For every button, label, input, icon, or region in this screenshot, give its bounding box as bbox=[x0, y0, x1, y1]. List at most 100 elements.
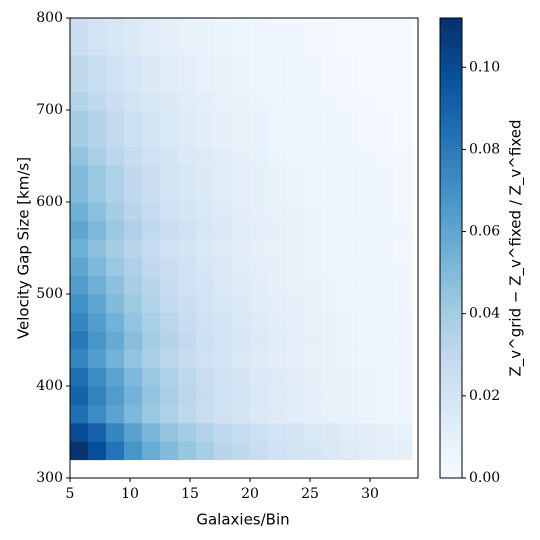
heatmap-cell bbox=[214, 422, 233, 442]
heatmap-cell bbox=[376, 422, 395, 442]
heatmap-cell bbox=[286, 441, 305, 461]
heatmap-cell bbox=[124, 36, 143, 56]
heatmap-cell bbox=[70, 165, 89, 185]
heatmap-cell bbox=[322, 257, 341, 277]
colorbar-swatch bbox=[440, 60, 462, 65]
heatmap-cell bbox=[358, 54, 377, 74]
heatmap-cell bbox=[88, 238, 107, 258]
heatmap-cell bbox=[304, 128, 323, 148]
heatmap-cell bbox=[232, 220, 251, 240]
heatmap-cell bbox=[232, 110, 251, 129]
heatmap-cell bbox=[358, 91, 377, 111]
heatmap-cell bbox=[70, 128, 89, 148]
colorbar-swatch bbox=[440, 282, 462, 287]
heatmap-cell bbox=[196, 330, 215, 350]
heatmap-cell bbox=[232, 36, 251, 56]
heatmap-cell bbox=[394, 367, 413, 387]
colorbar-swatch bbox=[440, 175, 462, 180]
colorbar-swatch bbox=[440, 163, 462, 169]
heatmap-cell bbox=[70, 146, 89, 166]
heatmap-cell bbox=[142, 349, 161, 369]
heatmap-cell bbox=[340, 294, 359, 313]
heatmap-cell bbox=[268, 183, 287, 203]
heatmap-cell bbox=[250, 146, 269, 166]
heatmap-cell bbox=[250, 386, 269, 405]
heatmap-cell bbox=[322, 36, 341, 56]
heatmap-cell bbox=[286, 110, 305, 129]
heatmap-cell bbox=[196, 367, 215, 387]
heatmap-cell bbox=[286, 404, 305, 424]
colorbar-swatch bbox=[440, 25, 462, 31]
colorbar-swatch bbox=[440, 274, 462, 280]
heatmap-cell bbox=[286, 91, 305, 111]
colorbar-swatch bbox=[440, 41, 462, 46]
colorbar-swatch bbox=[440, 409, 462, 414]
y-tick-label: 800 bbox=[36, 10, 63, 26]
heatmap-cell bbox=[88, 91, 107, 111]
heatmap-cell bbox=[394, 386, 413, 405]
heatmap-cell bbox=[376, 386, 395, 405]
heatmap-cell bbox=[304, 349, 323, 369]
heatmap-cell bbox=[196, 73, 215, 93]
colorbar-swatch bbox=[440, 416, 462, 422]
heatmap-cell bbox=[160, 275, 179, 295]
heatmap-cell bbox=[250, 330, 269, 350]
heatmap-cell bbox=[214, 238, 233, 258]
heatmap-cell bbox=[160, 349, 179, 369]
colorbar-swatch bbox=[440, 439, 462, 445]
colorbar-swatch bbox=[440, 198, 462, 203]
heatmap-cell bbox=[250, 220, 269, 240]
heatmap-cell bbox=[142, 367, 161, 387]
colorbar-swatch bbox=[440, 56, 462, 61]
heatmap-cell bbox=[340, 110, 359, 129]
heatmap-cell bbox=[394, 330, 413, 350]
heatmap-cell bbox=[340, 330, 359, 350]
heatmap-cell bbox=[322, 220, 341, 240]
heatmap-cell bbox=[124, 386, 143, 405]
heatmap-cell bbox=[268, 220, 287, 240]
colorbar-swatch bbox=[440, 359, 462, 364]
heatmap-cell bbox=[106, 441, 125, 461]
heatmap bbox=[70, 18, 413, 461]
heatmap-cell bbox=[376, 36, 395, 56]
heatmap-cell bbox=[160, 330, 179, 350]
heatmap-cell bbox=[304, 312, 323, 332]
heatmap-cell bbox=[124, 110, 143, 129]
colorbar-swatch bbox=[440, 75, 462, 80]
heatmap-cell bbox=[160, 73, 179, 93]
heatmap-cell bbox=[70, 294, 89, 313]
heatmap-cell bbox=[286, 202, 305, 221]
heatmap-cell bbox=[106, 294, 125, 313]
colorbar-swatch bbox=[440, 71, 462, 77]
heatmap-cell bbox=[322, 202, 341, 221]
heatmap-cell bbox=[340, 128, 359, 148]
heatmap-cell bbox=[232, 257, 251, 277]
heatmap-cell bbox=[358, 18, 377, 37]
heatmap-cell bbox=[340, 275, 359, 295]
heatmap-cell bbox=[178, 165, 197, 185]
colorbar-swatch bbox=[440, 389, 462, 395]
heatmap-cell bbox=[124, 312, 143, 332]
heatmap-cell bbox=[178, 257, 197, 277]
heatmap-cell bbox=[232, 202, 251, 221]
heatmap-cell bbox=[124, 349, 143, 369]
heatmap-cell bbox=[124, 54, 143, 74]
heatmap-cell bbox=[232, 128, 251, 148]
heatmap-cell bbox=[106, 386, 125, 405]
colorbar-swatch bbox=[440, 420, 462, 425]
colorbar-swatch bbox=[440, 255, 462, 261]
heatmap-cell bbox=[178, 422, 197, 442]
heatmap-cell bbox=[322, 294, 341, 313]
heatmap-cell bbox=[178, 404, 197, 424]
heatmap-cell bbox=[376, 367, 395, 387]
heatmap-cell bbox=[376, 330, 395, 350]
heatmap-cell bbox=[178, 183, 197, 203]
heatmap-cell bbox=[214, 220, 233, 240]
heatmap-cell bbox=[268, 312, 287, 332]
heatmap-cell bbox=[88, 404, 107, 424]
colorbar-swatch bbox=[440, 110, 462, 115]
heatmap-cell bbox=[88, 349, 107, 369]
heatmap-cell bbox=[394, 312, 413, 332]
y-axis-label: Velocity Gap Size [km/s] bbox=[15, 157, 33, 339]
heatmap-cell bbox=[358, 183, 377, 203]
